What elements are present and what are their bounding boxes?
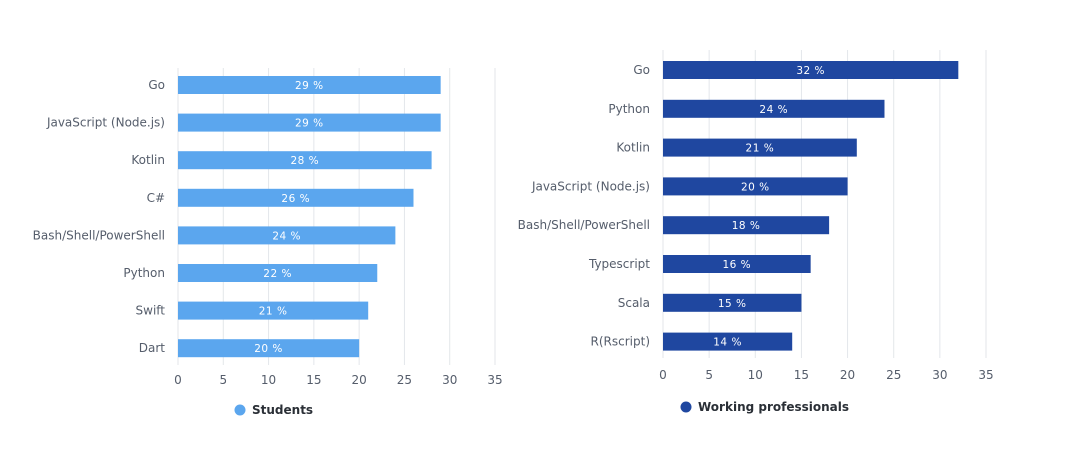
- category-label: C#: [147, 191, 165, 205]
- x-tick-label: 30: [932, 368, 947, 382]
- x-tick-label: 20: [840, 368, 855, 382]
- category-label: Kotlin: [131, 153, 165, 167]
- bar: [663, 332, 793, 351]
- data-label: 29 %: [295, 118, 324, 130]
- x-tick-label: 10: [261, 373, 276, 387]
- bar: [178, 151, 432, 170]
- x-tick-label: 30: [442, 373, 457, 387]
- data-label: 21 %: [259, 306, 288, 318]
- x-tick-label: 5: [705, 368, 713, 382]
- data-label: 28 %: [290, 155, 319, 167]
- legend-marker: [234, 404, 246, 416]
- data-label: 18 %: [732, 220, 761, 232]
- x-tick-label: 5: [219, 373, 227, 387]
- data-label: 16 %: [722, 259, 751, 271]
- legend-label: Working professionals: [698, 400, 849, 414]
- category-label: Typescript: [588, 257, 650, 271]
- bar: [178, 301, 369, 320]
- category-label: Swift: [136, 304, 166, 318]
- x-tick-label: 20: [352, 373, 367, 387]
- category-label: JavaScript (Node.js): [46, 116, 165, 130]
- bar: [663, 99, 885, 118]
- bar: [178, 226, 396, 245]
- bar: [663, 177, 848, 196]
- bar: [178, 264, 378, 282]
- bar: [663, 61, 959, 79]
- data-label: 20 %: [741, 181, 770, 193]
- data-label: 22 %: [263, 268, 292, 280]
- category-label: Python: [123, 266, 165, 280]
- x-tick-label: 25: [397, 373, 412, 387]
- category-label: Dart: [139, 341, 166, 355]
- chart-1: 0 5 10 15 20 25 30 35 Go 29 % JavaScript (Node.js)…: [33, 68, 503, 417]
- data-label: 21 %: [746, 143, 775, 155]
- category-label: Bash/Shell/PowerShell: [33, 228, 165, 242]
- bar: [178, 76, 441, 94]
- data-label: 26 %: [281, 193, 310, 205]
- category-label: Go: [148, 78, 165, 92]
- x-tick-label: 10: [748, 368, 763, 382]
- category-label: JavaScript (Node.js): [531, 179, 650, 193]
- category-label: Kotlin: [616, 141, 650, 155]
- data-label: 15 %: [718, 298, 747, 310]
- data-label: 32 %: [796, 65, 825, 77]
- x-tick-label: 0: [659, 368, 667, 382]
- category-label: Bash/Shell/PowerShell: [518, 218, 650, 232]
- x-tick-label: 25: [886, 368, 901, 382]
- bar: [663, 216, 830, 235]
- bar: [178, 339, 360, 358]
- bar: [663, 293, 802, 312]
- category-label: R(Rscript): [591, 335, 650, 349]
- x-tick-label: 35: [487, 373, 502, 387]
- bar: [178, 188, 414, 207]
- legend-marker: [680, 401, 692, 413]
- data-label: 24 %: [759, 104, 788, 116]
- legend-label: Students: [252, 403, 313, 417]
- data-label: 20 %: [254, 343, 283, 355]
- category-label: Go: [633, 63, 650, 77]
- category-label: Python: [608, 102, 650, 116]
- bar: [663, 255, 811, 273]
- x-tick-label: 35: [978, 368, 993, 382]
- chart-2: 0 5 10 15 20 25 30 35 Go 32 % Python 24 % Kotlin 21 %…: [518, 50, 994, 414]
- x-tick-label: 15: [794, 368, 809, 382]
- data-label: 24 %: [272, 230, 301, 242]
- data-label: 29 %: [295, 80, 324, 92]
- category-label: Scala: [618, 296, 650, 310]
- x-tick-label: 0: [174, 373, 182, 387]
- x-tick-label: 15: [306, 373, 321, 387]
- bar: [663, 138, 857, 157]
- data-label: 14 %: [713, 337, 742, 349]
- bar: [178, 113, 441, 132]
